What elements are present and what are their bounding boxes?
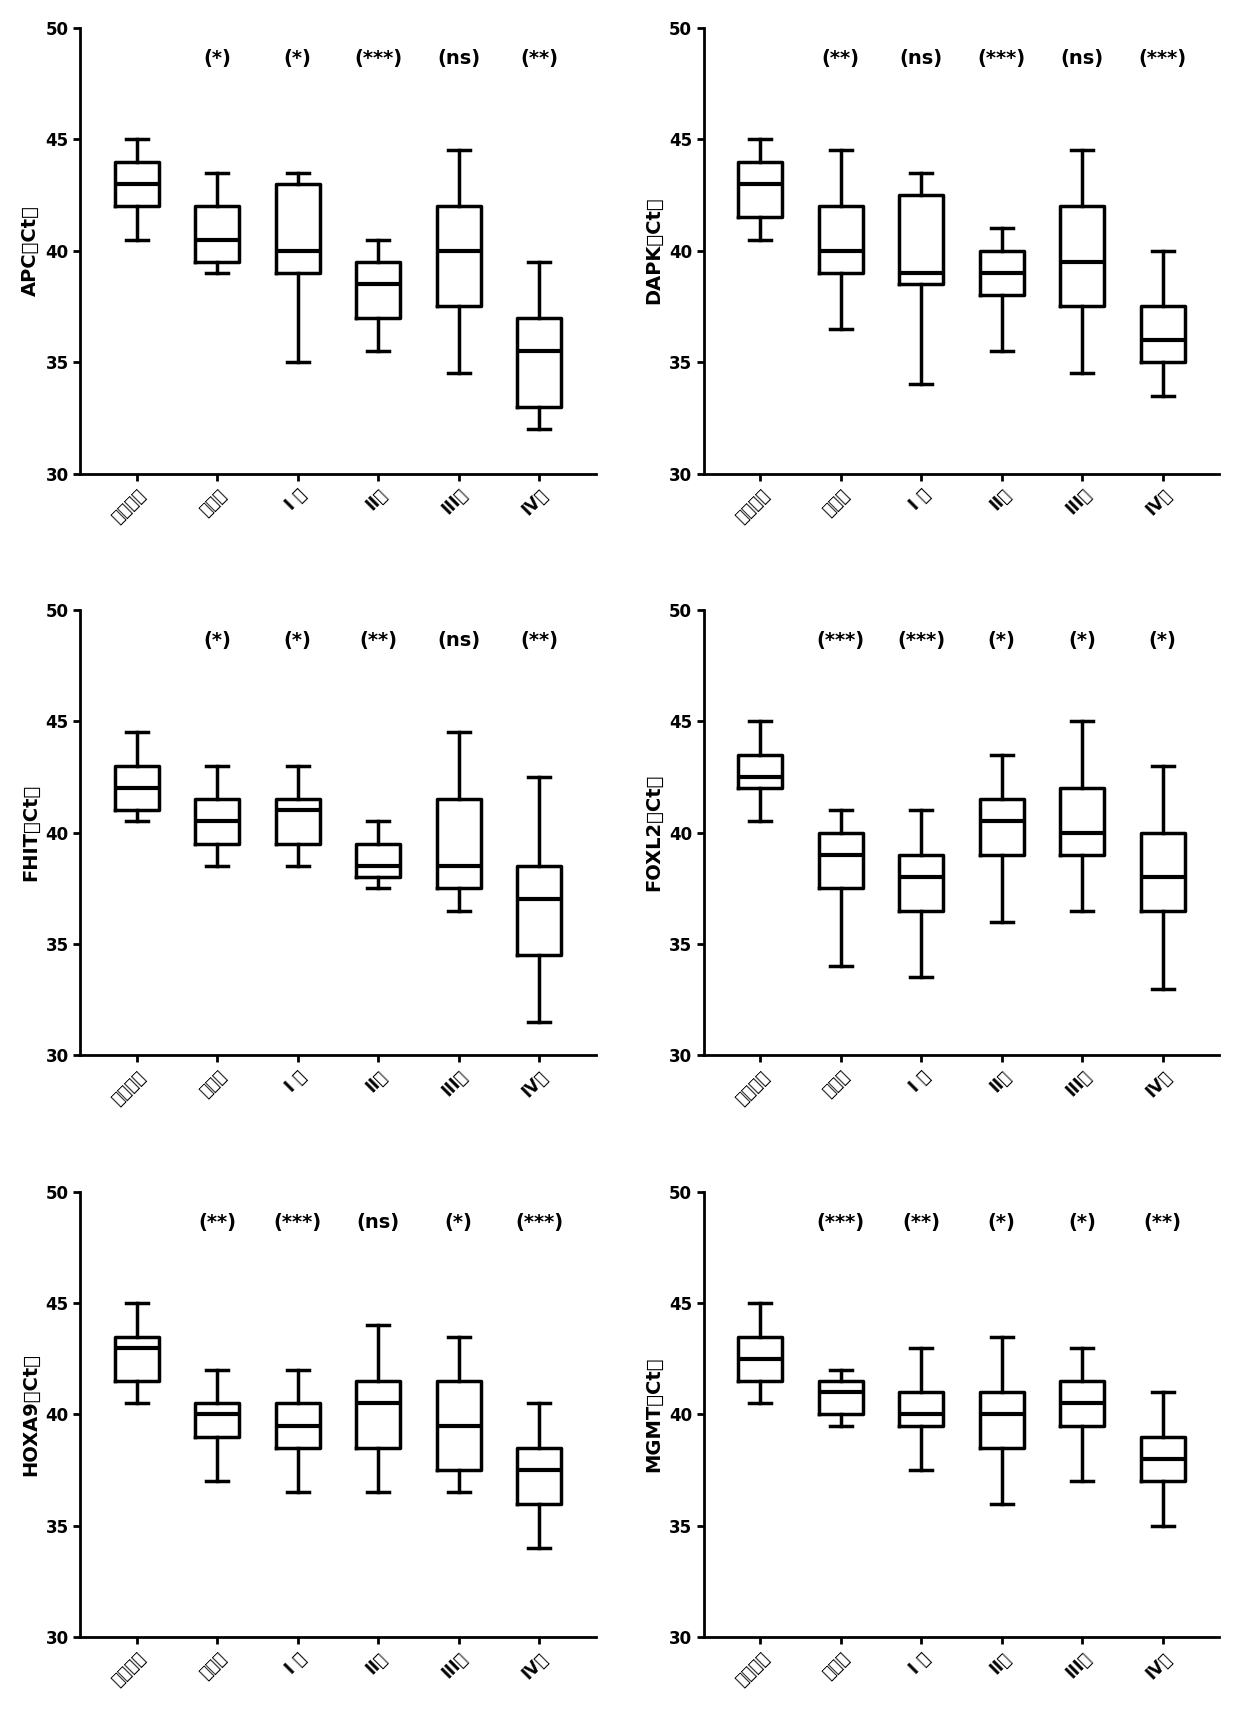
- Text: (*): (*): [1149, 631, 1177, 650]
- Text: (ns): (ns): [438, 631, 480, 650]
- Text: (**): (**): [360, 631, 397, 650]
- Text: (ns): (ns): [357, 1213, 399, 1232]
- Text: (***): (***): [817, 631, 864, 650]
- Text: (**): (**): [198, 1213, 236, 1232]
- Text: (ns): (ns): [900, 50, 942, 68]
- Text: (**): (**): [1143, 1213, 1182, 1232]
- Text: (***): (***): [817, 1213, 864, 1232]
- Y-axis label: FOXL2（Ct）: FOXL2（Ct）: [645, 773, 663, 891]
- Text: (*): (*): [203, 50, 231, 68]
- Text: (***): (***): [1138, 50, 1187, 68]
- Text: (*): (*): [988, 1213, 1016, 1232]
- Text: (*): (*): [988, 631, 1016, 650]
- Text: (***): (***): [898, 631, 945, 650]
- Text: (*): (*): [284, 50, 311, 68]
- Text: (*): (*): [1069, 1213, 1096, 1232]
- Text: (*): (*): [445, 1213, 472, 1232]
- Text: (**): (**): [521, 631, 558, 650]
- Y-axis label: DAPK（Ct）: DAPK（Ct）: [645, 197, 663, 305]
- Text: (*): (*): [284, 631, 311, 650]
- Text: (*): (*): [1069, 631, 1096, 650]
- Text: (ns): (ns): [438, 50, 480, 68]
- Y-axis label: MGMT（Ct）: MGMT（Ct）: [645, 1357, 663, 1471]
- Text: (***): (***): [274, 1213, 322, 1232]
- Text: (***): (***): [355, 50, 402, 68]
- Text: (*): (*): [203, 631, 231, 650]
- Text: (**): (**): [822, 50, 859, 68]
- Text: (***): (***): [516, 1213, 563, 1232]
- Text: (ns): (ns): [1060, 50, 1104, 68]
- Text: (**): (**): [521, 50, 558, 68]
- Y-axis label: APC（Ct）: APC（Ct）: [21, 205, 40, 296]
- Y-axis label: HOXA9（Ct）: HOXA9（Ct）: [21, 1353, 40, 1477]
- Text: (***): (***): [977, 50, 1025, 68]
- Y-axis label: FHIT（Ct）: FHIT（Ct）: [21, 784, 40, 881]
- Text: (**): (**): [903, 1213, 940, 1232]
